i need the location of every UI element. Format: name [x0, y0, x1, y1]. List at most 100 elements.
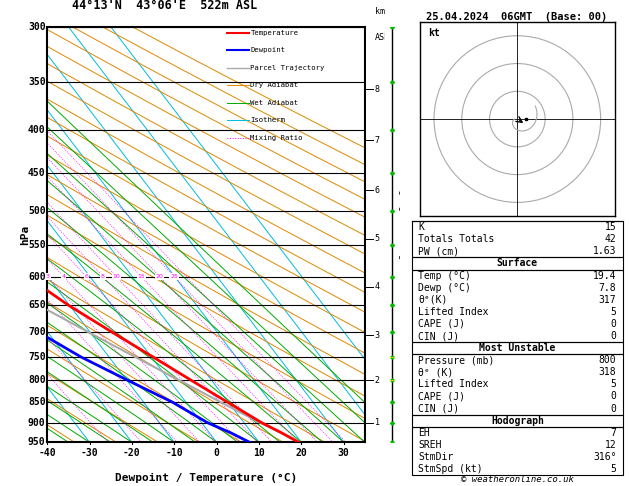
Bar [412, 427, 623, 475]
Text: -40: -40 [38, 449, 56, 458]
Text: 600: 600 [28, 272, 45, 281]
Text: 316°: 316° [593, 452, 616, 462]
Bar [412, 258, 623, 270]
Text: 317: 317 [599, 295, 616, 305]
Bar [412, 270, 623, 342]
Text: 44°13'N  43°06'E  522m ASL: 44°13'N 43°06'E 522m ASL [72, 0, 257, 12]
Text: 20: 20 [155, 274, 164, 279]
Text: 650: 650 [28, 300, 45, 311]
Text: -30: -30 [81, 449, 98, 458]
Text: 3: 3 [374, 331, 379, 340]
Text: 15: 15 [137, 274, 145, 279]
Text: CIN (J): CIN (J) [418, 331, 459, 341]
Text: Mixing Ratio (g/kg): Mixing Ratio (g/kg) [392, 183, 401, 286]
Text: 800: 800 [599, 355, 616, 365]
Text: 0: 0 [611, 392, 616, 401]
Text: 500: 500 [28, 206, 45, 216]
Text: Isotherm: Isotherm [250, 117, 286, 123]
Text: Dewp (°C): Dewp (°C) [418, 283, 471, 293]
Text: CIN (J): CIN (J) [418, 403, 459, 414]
Text: 5: 5 [374, 234, 379, 243]
Text: km: km [374, 7, 384, 17]
Text: 350: 350 [28, 77, 45, 87]
Bar [412, 354, 623, 415]
Text: 3: 3 [46, 274, 50, 279]
Text: 4: 4 [374, 282, 379, 291]
Text: Hodograph: Hodograph [491, 416, 544, 426]
Text: 7.8: 7.8 [599, 283, 616, 293]
Text: 2: 2 [374, 376, 379, 385]
Text: 750: 750 [28, 352, 45, 362]
Text: SREH: SREH [418, 440, 442, 450]
Text: 10: 10 [113, 274, 120, 279]
Text: hPa: hPa [20, 225, 30, 244]
Text: 450: 450 [28, 168, 45, 178]
Bar [412, 342, 623, 354]
Text: © weatheronline.co.uk: © weatheronline.co.uk [460, 474, 574, 484]
Text: Parcel Trajectory: Parcel Trajectory [250, 65, 325, 71]
Text: 318: 318 [599, 367, 616, 377]
Text: ASL: ASL [374, 33, 389, 42]
Text: 0: 0 [214, 449, 220, 458]
Text: Dewpoint: Dewpoint [250, 48, 286, 53]
Bar [412, 221, 623, 258]
Text: Dry Adiabat: Dry Adiabat [250, 82, 299, 88]
Text: 8: 8 [374, 85, 379, 94]
Text: StmSpd (kt): StmSpd (kt) [418, 464, 483, 474]
Text: 20: 20 [296, 449, 307, 458]
Text: 6: 6 [374, 186, 379, 194]
Bar [412, 415, 623, 427]
Text: 8: 8 [101, 274, 105, 279]
Text: Lifted Index: Lifted Index [418, 307, 489, 317]
Text: 900: 900 [28, 418, 45, 428]
Text: 1.63: 1.63 [593, 246, 616, 256]
Text: 19.4: 19.4 [593, 271, 616, 280]
Text: 950: 950 [28, 437, 45, 447]
Text: θᵉ(K): θᵉ(K) [418, 295, 448, 305]
Text: EH: EH [418, 428, 430, 438]
Text: 400: 400 [28, 125, 45, 136]
Text: Lifted Index: Lifted Index [418, 380, 489, 389]
Text: 7: 7 [374, 136, 379, 145]
Text: 10: 10 [253, 449, 265, 458]
Text: kt: kt [428, 28, 440, 38]
Text: 25.04.2024  06GMT  (Base: 00): 25.04.2024 06GMT (Base: 00) [426, 12, 608, 22]
Text: θᵉ (K): θᵉ (K) [418, 367, 454, 377]
Text: 4: 4 [62, 274, 65, 279]
Text: 42: 42 [604, 234, 616, 244]
Text: -20: -20 [123, 449, 141, 458]
Text: 0: 0 [611, 403, 616, 414]
Text: 15: 15 [604, 222, 616, 232]
Text: Wet Adiabat: Wet Adiabat [250, 100, 299, 106]
Text: 700: 700 [28, 327, 45, 337]
Text: Temp (°C): Temp (°C) [418, 271, 471, 280]
Text: -10: -10 [165, 449, 183, 458]
Text: PW (cm): PW (cm) [418, 246, 459, 256]
Text: 0: 0 [611, 331, 616, 341]
Text: Totals Totals: Totals Totals [418, 234, 494, 244]
Text: Temperature: Temperature [250, 30, 299, 36]
Text: 5: 5 [611, 464, 616, 474]
Text: 25: 25 [170, 274, 178, 279]
Text: 30: 30 [338, 449, 350, 458]
Text: 850: 850 [28, 397, 45, 407]
Text: 300: 300 [28, 22, 45, 32]
Text: 1: 1 [374, 418, 379, 427]
Text: 800: 800 [28, 375, 45, 385]
Text: Dewpoint / Temperature (°C): Dewpoint / Temperature (°C) [115, 473, 297, 484]
Text: Mixing Ratio: Mixing Ratio [250, 135, 303, 140]
Text: 0: 0 [611, 319, 616, 329]
Text: K: K [418, 222, 424, 232]
Text: Most Unstable: Most Unstable [479, 343, 555, 353]
Text: 550: 550 [28, 240, 45, 250]
Text: CAPE (J): CAPE (J) [418, 392, 465, 401]
Text: Surface: Surface [497, 259, 538, 268]
Text: 7: 7 [611, 428, 616, 438]
Text: Pressure (mb): Pressure (mb) [418, 355, 494, 365]
Text: 12: 12 [604, 440, 616, 450]
Text: 6: 6 [84, 274, 88, 279]
Text: CAPE (J): CAPE (J) [418, 319, 465, 329]
Text: 5: 5 [611, 380, 616, 389]
Text: StmDir: StmDir [418, 452, 454, 462]
Text: 5: 5 [611, 307, 616, 317]
